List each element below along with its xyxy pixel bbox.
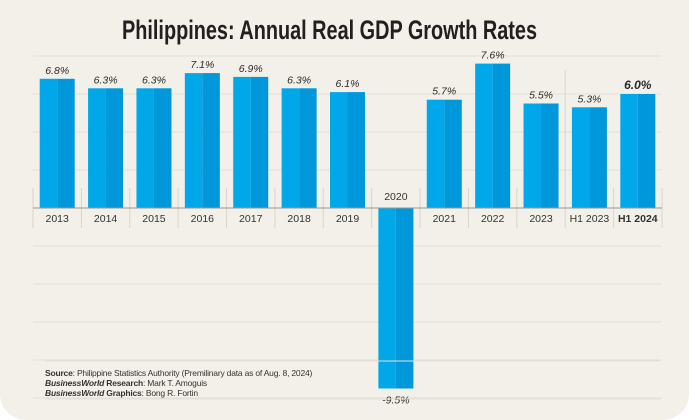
data-label: 5.3% xyxy=(577,93,601,105)
research-brand: BusinessWorld xyxy=(45,378,105,388)
data-label: 6.9% xyxy=(239,63,263,75)
credits: Source: Philippine Statistics Authority … xyxy=(45,368,312,398)
bar-2013 xyxy=(39,78,58,208)
bar-shade xyxy=(444,99,462,208)
category-label: 2017 xyxy=(239,213,263,225)
source-line: Source: Philippine Statistics Authority … xyxy=(45,368,312,378)
bar-H1 2023 xyxy=(571,107,590,208)
source-text: : Philippine Statistics Authority (Premi… xyxy=(72,368,313,378)
category-label: 2023 xyxy=(529,213,553,225)
bar-2018 xyxy=(281,88,300,208)
bar-2014 xyxy=(88,88,106,208)
data-label: 7.6% xyxy=(481,50,505,62)
data-label: 6.3% xyxy=(94,74,118,86)
category-label: 2020 xyxy=(384,191,408,203)
bar-shade xyxy=(153,88,172,208)
bar-shade xyxy=(492,63,511,208)
graphics-line: BusinessWorld Graphics: Bong R. Fortin xyxy=(45,388,312,398)
graphics-text: : Bong R. Fortin xyxy=(141,388,199,398)
data-label: 6.3% xyxy=(142,74,166,86)
bar-shade xyxy=(250,76,269,209)
data-label: 7.1% xyxy=(190,59,214,71)
bar-shade xyxy=(57,78,75,208)
data-label: 6.1% xyxy=(336,78,360,90)
bar-2016 xyxy=(184,73,203,208)
bar-shade xyxy=(637,94,656,208)
bar-shade xyxy=(347,92,365,208)
bar-shade xyxy=(299,88,317,208)
research-text: : Mark T. Amoguis xyxy=(142,378,207,388)
bar-shade xyxy=(395,208,414,389)
category-label: 2016 xyxy=(191,213,215,225)
data-label: 6.8% xyxy=(45,65,69,77)
bar-2017 xyxy=(233,76,251,209)
bar-shade xyxy=(541,103,559,208)
research-label: Research xyxy=(104,378,143,388)
source-label: Source xyxy=(45,368,73,378)
chart-title: Philippines: Annual Real GDP Growth Rate… xyxy=(122,15,537,45)
data-label: -9.5% xyxy=(382,395,409,407)
graphics-brand: BusinessWorld xyxy=(45,388,105,398)
bar-2021 xyxy=(426,99,445,208)
category-label: 2022 xyxy=(481,213,505,225)
data-label: 5.5% xyxy=(529,90,553,102)
data-label: 6.0% xyxy=(624,78,652,92)
category-label: 2018 xyxy=(287,213,311,225)
data-label: 6.3% xyxy=(287,74,311,86)
bar-shade xyxy=(589,107,607,208)
bar-2022 xyxy=(475,63,493,208)
category-label: 2013 xyxy=(46,213,70,225)
bar-shade xyxy=(202,73,220,208)
bar-2020 xyxy=(378,208,396,389)
bar-2023 xyxy=(523,103,542,208)
category-label: 2015 xyxy=(142,213,166,225)
bar-2019 xyxy=(330,92,348,208)
category-label: 2019 xyxy=(336,213,360,225)
category-label: 2014 xyxy=(94,213,118,225)
category-label: H1 2023 xyxy=(570,213,610,225)
bar-2015 xyxy=(136,88,154,208)
bar-shade xyxy=(105,88,124,208)
data-label: 5.7% xyxy=(432,86,456,98)
bar-H1 2024 xyxy=(620,94,638,208)
research-line: BusinessWorld Research: Mark T. Amoguis xyxy=(45,378,312,388)
category-label: H1 2024 xyxy=(618,213,658,225)
graphics-label: Graphics xyxy=(104,388,142,398)
category-label: 2021 xyxy=(433,213,457,225)
